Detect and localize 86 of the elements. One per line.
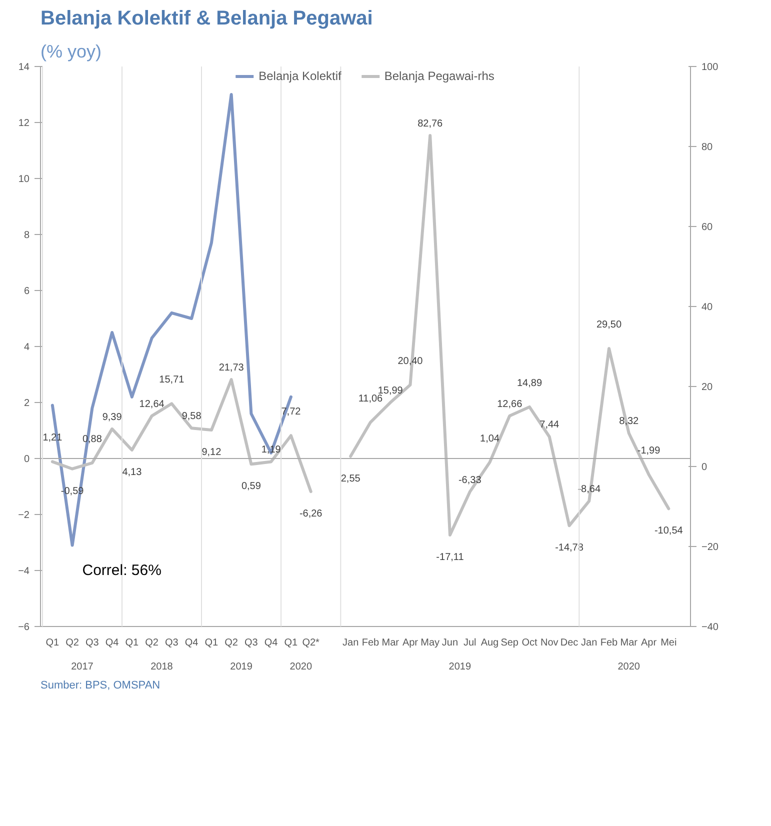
text: 2019 <box>448 662 472 672</box>
data-label: 12,66 <box>497 398 523 410</box>
x-tick-label: Q4 <box>184 638 199 648</box>
x-tick-label: Oct <box>522 638 538 648</box>
x-tick-label: Dec <box>560 638 578 648</box>
x-tick-label: Feb <box>600 638 618 648</box>
chart-title: Belanja Kolektif & Belanja Pegawai <box>40 8 373 30</box>
data-label: 15,71 <box>159 374 185 386</box>
x-tick-label: Nov <box>540 638 558 648</box>
y2-tick-label: 100 <box>702 62 719 73</box>
x-tick-label: Q4 <box>264 638 278 648</box>
x-tick-label: Q3 <box>165 638 179 648</box>
x-tick-label: Jul <box>463 638 476 648</box>
x-tick-label: May <box>420 638 440 648</box>
x-tick-label: Mei <box>660 638 677 648</box>
data-label: 11,06 <box>358 393 384 404</box>
x-tick-label: Feb <box>362 638 380 648</box>
y-tick-label: 4 <box>24 342 30 353</box>
legend-label: Belanja Pegawai-rhs <box>384 69 494 83</box>
data-label: 4,13 <box>122 466 142 478</box>
annotation: Correl: 56% <box>82 562 162 579</box>
y2-tick-label: 0 <box>702 462 708 473</box>
x-tick-label: Q4 <box>105 638 120 648</box>
x-tick-label: Q3 <box>244 638 258 648</box>
data-label: 0,59 <box>241 481 262 492</box>
y-tick-label: 2 <box>24 398 30 409</box>
x-tick-label: Q2* <box>302 638 320 648</box>
y-tick-label: 14 <box>18 62 30 73</box>
text: 2018 <box>150 662 174 672</box>
x-tick-label: Jan <box>581 638 598 648</box>
y2-tick-label: 80 <box>702 142 714 153</box>
y2-tick-label: 40 <box>702 302 714 313</box>
x-tick-label: Mar <box>620 638 638 648</box>
y2-tick-label: −40 <box>702 622 719 633</box>
text: 2019 <box>230 662 253 672</box>
data-label: 29,50 <box>596 320 622 330</box>
data-label: 7,44 <box>540 420 560 431</box>
text: 2020 <box>618 662 640 672</box>
data-label: -8,64 <box>578 484 601 496</box>
y-tick-label: −2 <box>18 510 30 521</box>
y-tick-label: 8 <box>24 230 30 241</box>
y-tick-label: −6 <box>18 622 30 633</box>
data-label: -10,54 <box>654 526 684 537</box>
x-tick-label: Q3 <box>86 638 100 648</box>
data-label: 1,04 <box>480 433 500 444</box>
y2-tick-label: 20 <box>702 382 714 393</box>
x-tick-label: Q1 <box>284 638 298 648</box>
data-label: -1,99 <box>637 445 661 456</box>
x-tick-label: Jan <box>342 638 359 648</box>
y2-tick-label: 60 <box>702 222 714 233</box>
y2-tick-label: −20 <box>702 542 719 553</box>
x-tick-label: Aug <box>480 638 499 648</box>
y-tick-label: 0 <box>24 454 30 465</box>
data-label: 9,12 <box>202 447 222 458</box>
x-tick-label: Q2 <box>145 638 159 648</box>
x-tick-label: Q1 <box>204 638 219 648</box>
y-tick-label: 6 <box>24 286 30 297</box>
text: 2017 <box>71 662 94 672</box>
data-label: -6,26 <box>299 508 323 520</box>
x-tick-label: Sep <box>500 638 519 648</box>
data-label: 21,73 <box>218 362 244 374</box>
x-tick-label: Q1 <box>46 638 60 648</box>
text: 2020 <box>290 662 312 672</box>
x-tick-label: Q2 <box>66 638 80 648</box>
data-label: 9,58 <box>182 411 202 422</box>
data-label: 14,89 <box>516 378 542 389</box>
y-tick-label: 12 <box>18 118 30 129</box>
y-tick-label: 10 <box>18 174 30 185</box>
data-label: 9,39 <box>102 412 122 423</box>
data-label: 2,55 <box>340 473 361 484</box>
data-label: 12,64 <box>139 398 165 410</box>
data-label: 8,32 <box>619 416 640 428</box>
x-tick-label: Mar <box>382 638 400 648</box>
data-label: 82,76 <box>418 118 444 130</box>
y-tick-label: −4 <box>18 566 30 577</box>
chart-subtitle: (% yoy) <box>40 42 102 62</box>
x-tick-label: Q2 <box>224 638 238 648</box>
legend-label: Belanja Kolektif <box>258 69 342 83</box>
x-tick-label: Jun <box>442 638 458 648</box>
x-tick-label: Apr <box>640 638 658 648</box>
data-label: -17,11 <box>436 552 464 563</box>
data-label: -6,33 <box>458 474 482 486</box>
data-label: 20,40 <box>398 356 424 367</box>
x-tick-label: Q1 <box>125 638 140 648</box>
x-tick-label: Apr <box>402 638 419 648</box>
text: Sumber: BPS, OMSPAN <box>40 680 160 692</box>
